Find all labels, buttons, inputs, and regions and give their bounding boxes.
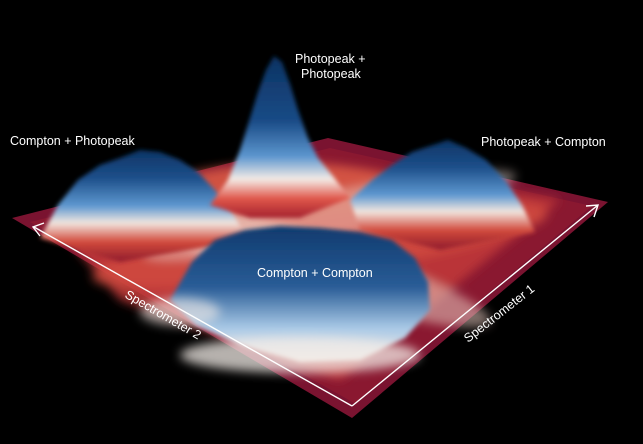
axis-spectrometer-1 bbox=[351, 204, 599, 407]
front-skirt bbox=[140, 298, 420, 373]
label-compton-compton: Compton + Compton bbox=[257, 266, 373, 280]
label-photopeak-compton: Photopeak + Compton bbox=[481, 135, 606, 149]
peak-photopeak-compton bbox=[350, 140, 535, 250]
axis-spectrometer-2 bbox=[31, 222, 353, 407]
peak-photopeak-photopeak bbox=[210, 56, 350, 218]
peak-compton-compton bbox=[170, 226, 430, 362]
peak-compton-photopeak bbox=[40, 150, 248, 262]
label-compton-photopeak: Compton + Photopeak bbox=[10, 134, 135, 148]
label-photopeak-photopeak-line2: Photopeak bbox=[301, 67, 362, 81]
label-photopeak-photopeak-line1: Photopeak + bbox=[295, 52, 366, 66]
